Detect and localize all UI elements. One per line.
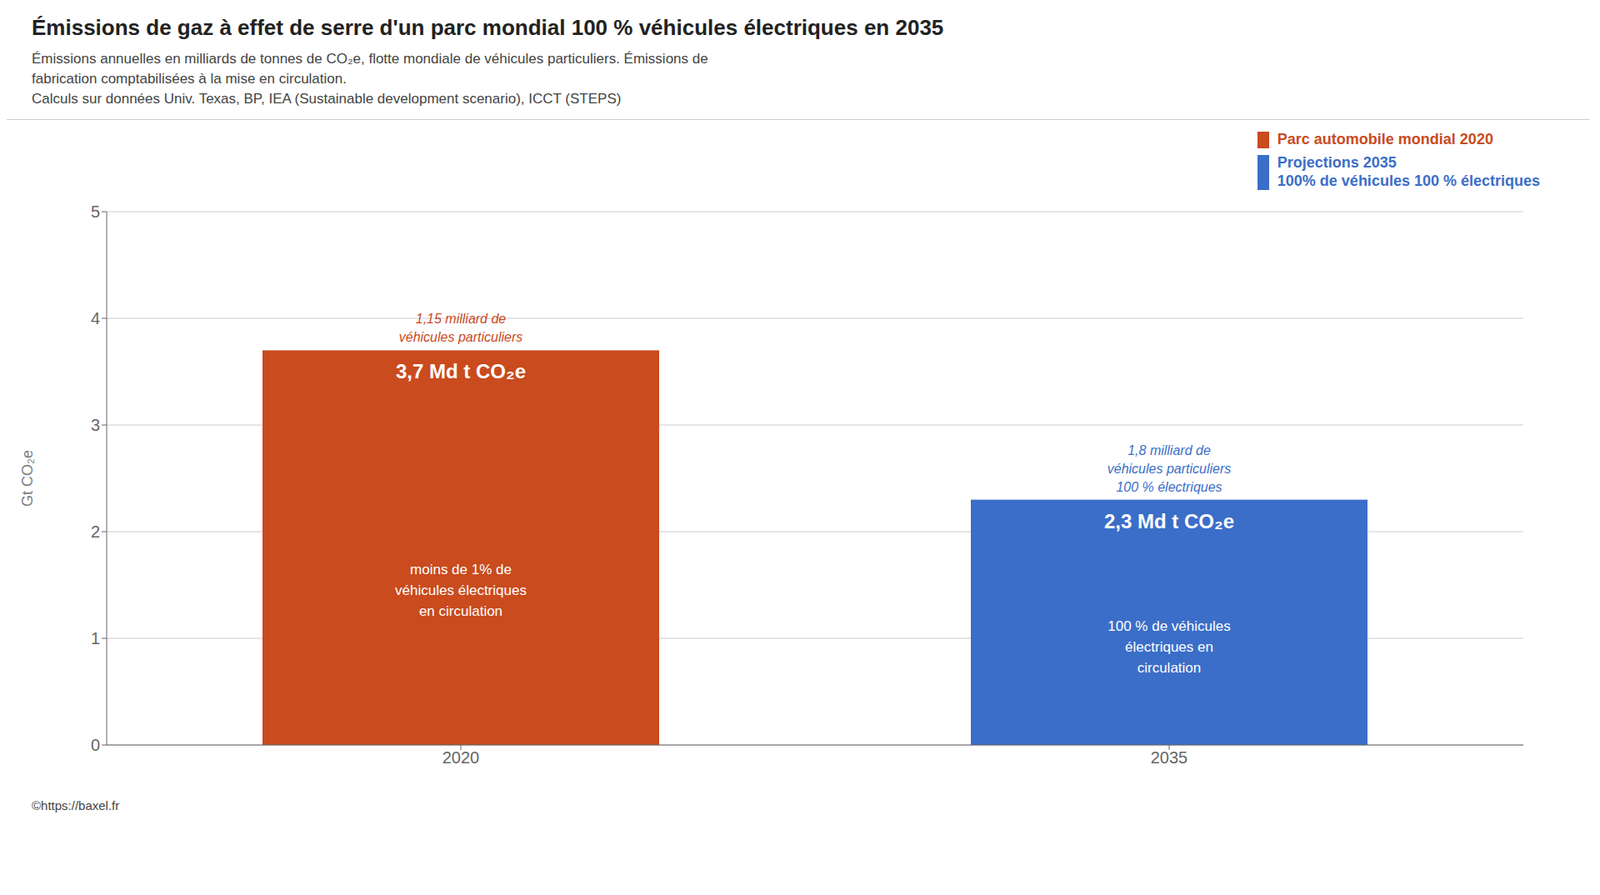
html-text:fabrication comptabilisées à l: fabrication comptabilisées à la mise en …: [31, 70, 347, 87]
svg-text:3: 3: [90, 415, 100, 435]
html-text:Parc automobile mondial 2020: Parc automobile mondial 2020: [1277, 130, 1494, 148]
html-text:Émissions de gaz à effet de se: Émissions de gaz à effet de serre d'un p…: [31, 15, 944, 40]
html-text:Projections 2035: Projections 2035: [1277, 154, 1397, 171]
svg-text:2: 2: [90, 522, 100, 541]
svg-text:moins de 1% devéhicules électr: moins de 1% devéhicules électriquesen ci…: [395, 561, 527, 620]
svg-text:Gt CO₂e: Gt CO₂e: [19, 450, 36, 507]
svg-text:2020: 2020: [442, 748, 480, 767]
svg-text:4: 4: [90, 309, 100, 328]
svg-text:2,3 Md t CO₂e: 2,3 Md t CO₂e: [1104, 510, 1235, 533]
svg-text:1,15 milliard devéhicules part: 1,15 milliard devéhicules particuliers: [399, 311, 524, 345]
html-text:100% de véhicules 100 % électr: 100% de véhicules 100 % électriques: [1277, 172, 1540, 190]
svg-text:0: 0: [90, 735, 100, 755]
svg-text:100 % de véhiculesélectriques: 100 % de véhiculesélectriques encirculat…: [1107, 618, 1230, 676]
html-text:Calculs sur données Univ. Texa: Calculs sur données Univ. Texas, BP, IEA…: [31, 90, 622, 107]
svg-text:2035: 2035: [1150, 748, 1189, 767]
svg-text:5: 5: [90, 202, 100, 221]
html-text:©https://baxel.fr: ©https://baxel.fr: [31, 798, 120, 813]
svg-text:3,7 Md t CO₂e: 3,7 Md t CO₂e: [395, 360, 526, 383]
svg-text:1,8 milliard devéhicules parti: 1,8 milliard devéhicules particuliers100…: [1107, 443, 1232, 495]
svg-text:1: 1: [90, 629, 100, 648]
html-text:Émissions annuelles en milliar: Émissions annuelles en milliards de tonn…: [31, 50, 709, 67]
